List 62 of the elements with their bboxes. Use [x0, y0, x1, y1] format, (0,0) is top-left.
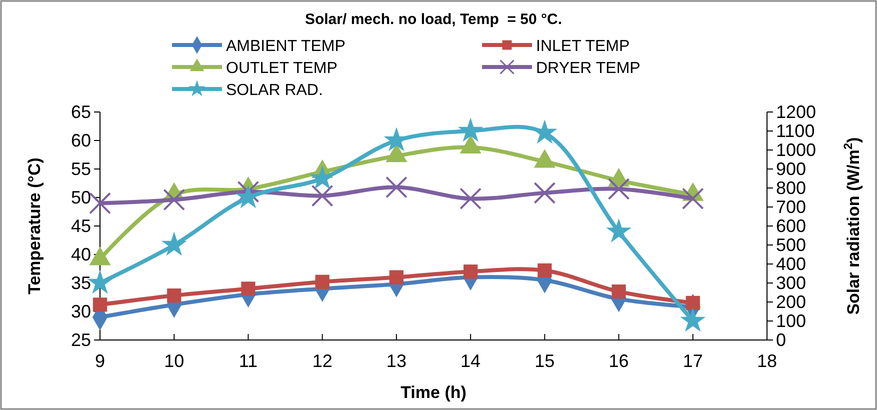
x-tick-label: 15	[534, 350, 555, 371]
y-tick-label: 30	[70, 301, 91, 322]
x-tick-label: 10	[164, 350, 184, 371]
point	[538, 263, 552, 278]
legend-label: DRYER TEMP	[536, 60, 640, 77]
x-tick-label: 17	[682, 350, 703, 371]
x-axis-title: Time (h)	[400, 383, 466, 402]
x-tick-label: 14	[460, 350, 481, 371]
y-tick-label: 55	[70, 158, 91, 179]
point	[89, 192, 111, 214]
y2-tick-label: 600	[776, 216, 806, 236]
legend-label: AMBIENT TEMP	[226, 38, 346, 55]
point	[167, 288, 182, 303]
x-tick-label: 18	[756, 350, 778, 371]
legend-label: INLET TEMP	[536, 38, 630, 55]
point	[612, 284, 626, 299]
point	[315, 274, 330, 289]
y-tick-label: 25	[70, 330, 91, 350]
y-tick-label: 60	[70, 130, 91, 150]
point	[310, 165, 336, 190]
x-tick-label: 11	[238, 350, 258, 371]
point	[92, 298, 108, 312]
x-tick-label: 13	[386, 350, 406, 371]
y-tick-label: 65	[70, 102, 91, 122]
y2-tick-label: 700	[776, 196, 806, 217]
point	[682, 188, 704, 210]
point	[534, 182, 556, 204]
legend-label: SOLAR RAD.	[226, 82, 323, 99]
legend-label: OUTLET TEMP	[226, 60, 338, 77]
x-tick-label: 12	[312, 350, 332, 371]
point	[608, 178, 630, 200]
point	[163, 188, 186, 211]
point	[161, 232, 187, 256]
chart-title: Solar/ mech. no load, Temp = 50 °C.	[304, 11, 562, 28]
y2-tick-label: 500	[776, 234, 806, 255]
y2-tick-label: 200	[776, 292, 806, 312]
y2-tick-label: 0	[776, 330, 786, 350]
y2-tick-label: 100	[776, 310, 806, 331]
y2-tick-label: 300	[776, 272, 806, 293]
y-tick-label: 35	[70, 272, 91, 293]
y2-tick-label: 1200	[776, 102, 816, 122]
point	[463, 264, 478, 279]
y2-tick-label: 900	[776, 158, 806, 179]
point	[311, 184, 334, 207]
point	[385, 176, 408, 198]
x-tick-label: 16	[608, 350, 629, 371]
x-tick-label: 9	[94, 350, 106, 371]
y2-tick-label: 1000	[776, 140, 816, 160]
y2-tick-label: 1100	[776, 120, 815, 141]
point	[606, 218, 632, 242]
y-tick-label: 45	[70, 216, 91, 236]
y-tick-label: 40	[70, 244, 91, 264]
point	[458, 118, 484, 142]
y-axis-title: Temperature (°C)	[25, 158, 44, 294]
point	[241, 282, 256, 296]
point	[460, 188, 482, 210]
point	[686, 296, 700, 310]
y2-tick-label: 800	[776, 178, 806, 198]
point	[389, 270, 404, 284]
y2-tick-label: 400	[776, 254, 806, 274]
y-tick-label: 50	[70, 187, 91, 208]
point	[680, 308, 706, 332]
